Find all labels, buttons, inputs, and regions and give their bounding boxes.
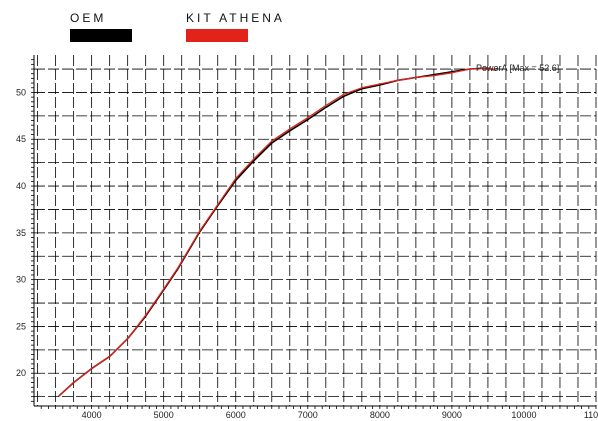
max-power-annotation: PowerA [Max = 52.6] [476,63,559,73]
x-tick-label: 8000 [370,410,390,420]
legend-swatch-kit-athena [186,29,248,42]
plot-background [34,55,596,406]
y-tick-label: 45 [16,134,26,144]
x-tick-label: 9000 [442,410,462,420]
x-tick-label: 5000 [154,410,174,420]
series-group [58,67,496,397]
y-tick-label: 35 [16,228,26,238]
x-tick-label: 7000 [298,410,318,420]
x-tick-label: 4000 [82,410,102,420]
y-tick-label: 20 [16,368,26,378]
legend-swatch-oem [70,29,132,42]
ticks: 4000 5000 6000 7000 8000 9000 10000 11000 20 25 30… [16,59,598,420]
y-tick-label: 50 [16,87,26,97]
series-line-kit-athena [58,67,496,397]
legend-label-oem: OEM [70,11,107,25]
y-tick-label: 40 [16,181,26,191]
x-tick-label: 11000 [584,410,598,420]
y-tick-label: 25 [16,321,26,331]
x-tick-label: 6000 [226,410,246,420]
grid [34,55,597,406]
y-tick-label: 30 [16,275,26,285]
legend-label-kit-athena: KIT ATHENA [186,11,285,25]
x-tick-label: 10000 [511,410,536,420]
